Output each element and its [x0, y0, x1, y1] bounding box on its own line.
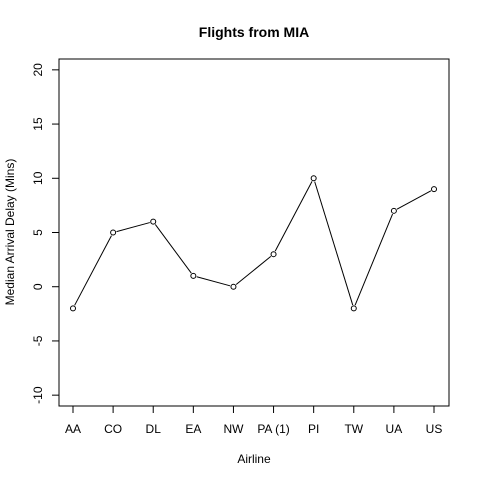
y-tick-label: -10 [31, 386, 45, 404]
data-point [431, 186, 437, 193]
series-segment [274, 181, 313, 252]
data-point [110, 229, 117, 236]
x-tick-label: EA [185, 422, 201, 436]
series-segment [354, 213, 394, 306]
series-median-delay [70, 175, 437, 312]
x-tick-label: US [426, 422, 443, 436]
y-tick-label: -5 [31, 335, 45, 346]
data-point [230, 283, 237, 290]
series-segment [314, 181, 354, 306]
series-segment [196, 276, 231, 287]
data-point [390, 207, 397, 214]
x-axis: AA CO DL EA NW PA (1) PI TW UA US [65, 405, 443, 436]
x-tick-label: TW [344, 422, 363, 436]
y-axis-label: Median Arrival Delay (Mins) [3, 159, 17, 306]
series-segment [235, 256, 272, 285]
x-tick-label: PA (1) [257, 422, 289, 436]
y-tick-label: 15 [31, 117, 45, 131]
x-axis-label: Airline [237, 452, 271, 466]
series-segment [74, 235, 112, 306]
x-tick-label: UA [386, 422, 403, 436]
x-tick-label: AA [65, 422, 81, 436]
y-axis: -10 -5 0 5 10 15 20 [31, 63, 60, 404]
series-segment [116, 222, 150, 233]
y-tick-label: 20 [31, 63, 45, 77]
series-segment [396, 190, 432, 210]
y-tick-label: 10 [31, 171, 45, 185]
data-point [190, 272, 197, 279]
data-point [150, 218, 157, 225]
data-point [350, 305, 357, 312]
x-tick-label: DL [146, 422, 162, 436]
y-tick-label: 0 [31, 283, 45, 290]
y-tick-label: 5 [31, 229, 45, 236]
series-segment [154, 224, 192, 274]
chart-title: Flights from MIA [199, 24, 309, 40]
data-point [70, 305, 76, 312]
data-point [270, 251, 277, 258]
x-tick-label: PI [308, 422, 319, 436]
data-point [310, 175, 317, 182]
plot-area-box [58, 58, 450, 407]
x-tick-label: CO [104, 422, 122, 436]
x-tick-label: NW [223, 422, 244, 436]
